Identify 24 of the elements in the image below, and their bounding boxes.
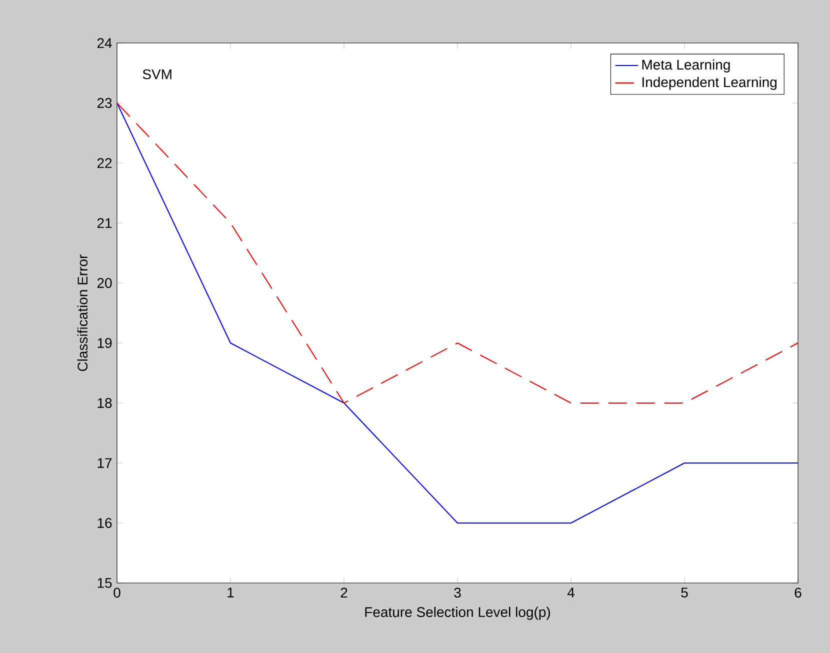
annotation: SVM bbox=[142, 69, 172, 80]
y-tick-label: 17 bbox=[98, 458, 112, 468]
y-tick-label: 16 bbox=[98, 518, 112, 528]
y-tick-label: 15 bbox=[98, 578, 112, 588]
x-tick-label: 4 bbox=[567, 588, 574, 598]
y-tick-label: 24 bbox=[97, 38, 112, 48]
legend-label: Independent Learning bbox=[642, 76, 777, 90]
line-series bbox=[116, 102, 799, 524]
x-tick-label: 0 bbox=[114, 588, 120, 598]
y-tick-label: 23 bbox=[97, 98, 112, 108]
x-tick-label: 2 bbox=[340, 588, 348, 598]
x-tick-label: 5 bbox=[681, 588, 688, 598]
y-tick-label: 20 bbox=[97, 278, 112, 288]
x-tick-label: 3 bbox=[454, 588, 461, 598]
legend-label: Meta Learning bbox=[642, 59, 730, 72]
y-tick-label: 19 bbox=[98, 338, 112, 348]
y-tick-label: 22 bbox=[97, 158, 112, 168]
line-series bbox=[116, 102, 799, 404]
y-axis-title: Classification Error bbox=[77, 254, 88, 372]
y-tick-label: 21 bbox=[97, 218, 112, 228]
x-tick-label: 6 bbox=[794, 588, 802, 598]
y-tick-label: 18 bbox=[98, 398, 112, 408]
x-axis-title: Feature Selection Level log(p) bbox=[365, 606, 550, 620]
x-tick-label: 1 bbox=[228, 588, 234, 598]
